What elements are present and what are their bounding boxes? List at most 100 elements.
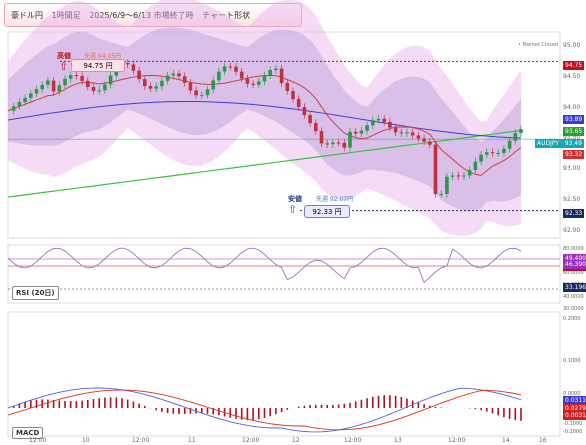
macd-histogram-bar (229, 408, 232, 418)
macd-histogram-bar (480, 408, 482, 411)
rsi-tick-label: 30.0000 (563, 306, 584, 312)
macd-label: MACD (12, 427, 44, 439)
macd-histogram-bar (354, 401, 357, 408)
macd-histogram-bar (491, 408, 494, 414)
macd-histogram-bar (81, 400, 83, 408)
candle-body (422, 138, 426, 142)
macd-histogram-bar (155, 408, 157, 411)
candle-body (160, 80, 164, 87)
macd-histogram-bar (423, 404, 425, 408)
macd-histogram-bar (417, 402, 420, 408)
macd-histogram-bar (161, 408, 163, 412)
candle-body (467, 169, 472, 176)
candle-body (80, 75, 84, 81)
macd-histogram-bar (240, 408, 243, 420)
price-tag: 93.32 (563, 150, 585, 159)
candle-body (319, 131, 324, 144)
macd-histogram-bar (503, 408, 505, 418)
candle-body (371, 120, 375, 126)
outer-band (8, 0, 521, 237)
rsi-tick-label: 40.0000 (563, 294, 584, 300)
candle-body (336, 142, 341, 144)
time-axis-label: 14 (502, 437, 510, 444)
candle-body (365, 125, 369, 131)
candle-body (239, 71, 244, 79)
candle-body (217, 71, 221, 81)
macd-histogram-bar (394, 395, 397, 408)
macd-histogram-bar (87, 399, 89, 408)
low-value-box: 92.33 円 (304, 205, 350, 218)
chart-title-bar: 豪ドル円 1時間足 2025/6/9〜6/13 市場終了時 チャート形状 (4, 3, 302, 27)
candle-body (234, 66, 238, 72)
macd-histogram-bar (235, 408, 237, 419)
macd-histogram-bar (252, 408, 254, 421)
macd-histogram-bar (24, 401, 26, 408)
candle-body (342, 142, 347, 148)
candle-body (194, 90, 198, 96)
macd-line (7, 387, 522, 433)
candle-body (257, 81, 261, 85)
macd-histogram-bar (303, 405, 306, 408)
candle-body (450, 175, 455, 177)
macd-histogram-bar (201, 408, 203, 414)
price-tag: 93.65 (563, 127, 585, 136)
macd-histogram-bar (18, 403, 21, 408)
candle-body (251, 83, 255, 85)
rsi-label: RSI (20日) (12, 286, 59, 300)
candle-body (143, 79, 147, 87)
macd-histogram-bar (389, 395, 391, 408)
candle-body (68, 75, 73, 79)
price-tick-label: 92.00 (563, 227, 581, 234)
candle-body (302, 107, 307, 116)
macd-tag: 0.0311 (563, 396, 586, 405)
candle-body (177, 73, 181, 77)
candle-body (410, 132, 415, 136)
time-axis-label: 12 (292, 437, 300, 444)
macd-histogram-bar (383, 395, 385, 408)
macd-histogram-bar (263, 408, 266, 418)
macd-histogram-bar (98, 398, 100, 408)
macd-histogram-bar (126, 399, 129, 408)
macd-histogram-bar (212, 408, 214, 415)
macd-histogram-bar (58, 400, 61, 408)
price-tick-label: 94.50 (563, 73, 581, 80)
candle-body (51, 80, 56, 92)
macd-histogram-bar (92, 399, 95, 408)
timeframe-label: 1時間足 (51, 11, 81, 20)
macd-histogram-bar (400, 397, 403, 408)
macd-histogram-bar (41, 399, 43, 408)
candle-body (388, 121, 392, 128)
rsi-line (7, 247, 522, 284)
candle-body (519, 129, 523, 134)
macd-histogram-bar (166, 408, 169, 414)
macd-histogram-bar (64, 400, 66, 408)
period-label: 2025/6/9〜6/13 市場終了時 (89, 11, 194, 20)
candle-body (222, 66, 227, 72)
macd-tick-label: -0.1000 (563, 421, 583, 427)
candle-body (245, 78, 250, 84)
candle-body (348, 131, 352, 148)
candle-body (11, 106, 16, 111)
candle-body (296, 99, 301, 108)
price-tick-label: 92.50 (563, 196, 581, 203)
macd-histogram-bar (269, 408, 271, 417)
candle-body (274, 68, 278, 71)
candle-body (376, 118, 381, 121)
macd-tick-label: 0.0000 (563, 391, 581, 397)
macd-histogram-bar (178, 408, 180, 415)
rsi-tick-label: 60.0000 (563, 270, 584, 276)
macd-histogram-bar (434, 406, 437, 408)
low-marker-title: 安値 (288, 195, 302, 203)
candle-body (416, 135, 421, 139)
candle-body (428, 141, 432, 145)
macd-histogram-bar (280, 408, 283, 412)
candle-body (34, 89, 39, 94)
candle-body (433, 144, 438, 194)
candle-body (502, 148, 506, 153)
market-status: • Market Closed (518, 42, 559, 48)
macd-histogram-bar (377, 395, 380, 408)
candle-body (331, 142, 335, 145)
macd-histogram-bar (474, 408, 477, 410)
candle-body (399, 132, 404, 134)
time-axis-label: 13 (394, 437, 402, 444)
